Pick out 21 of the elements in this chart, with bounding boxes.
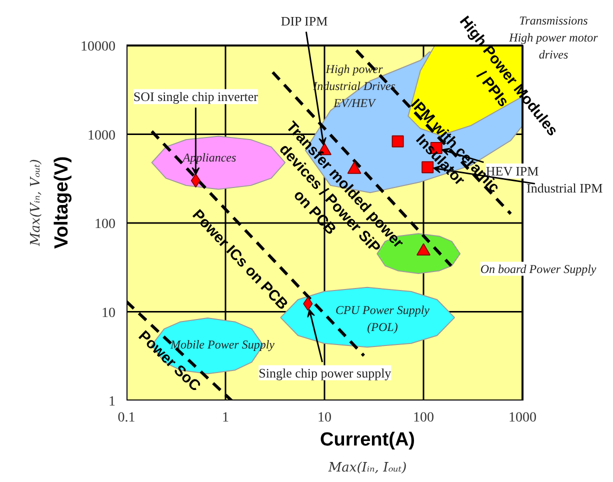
- annotation: SOI single chip inverter: [133, 89, 259, 104]
- x-tick-label: 0.1: [118, 410, 136, 426]
- annotation: Transmissions High power motor drives: [508, 14, 598, 62]
- y-tick-label: 100: [94, 217, 116, 232]
- x-tick-label: 1: [222, 410, 229, 426]
- text: Max(Iᵢₙ, Iₒᵤₜ): [327, 460, 407, 476]
- x-axis-title: Current(A): [320, 430, 416, 450]
- text: Max(Vᵢₙ, Vₒᵤₜ): [28, 159, 44, 247]
- y-tick-label: 10000: [80, 40, 116, 54]
- annotation: DIP IPM: [280, 13, 328, 28]
- x-tick-label: 100: [413, 410, 434, 426]
- annotation: Industrial IPM: [526, 180, 604, 196]
- y-tick-label: 1000: [88, 128, 116, 144]
- y-axis-title: Voltage(V): [52, 156, 72, 249]
- y-tick-label: 1: [108, 394, 116, 410]
- x-tick-label: 1000: [508, 410, 536, 426]
- x-tick-label: 10: [318, 410, 332, 426]
- annotation: CPU Power Supply (POL): [336, 303, 430, 334]
- annotation: On board Power Supply: [480, 262, 597, 276]
- y-tick-label: 10: [102, 306, 116, 321]
- annotation: Single chip power supply: [258, 365, 392, 380]
